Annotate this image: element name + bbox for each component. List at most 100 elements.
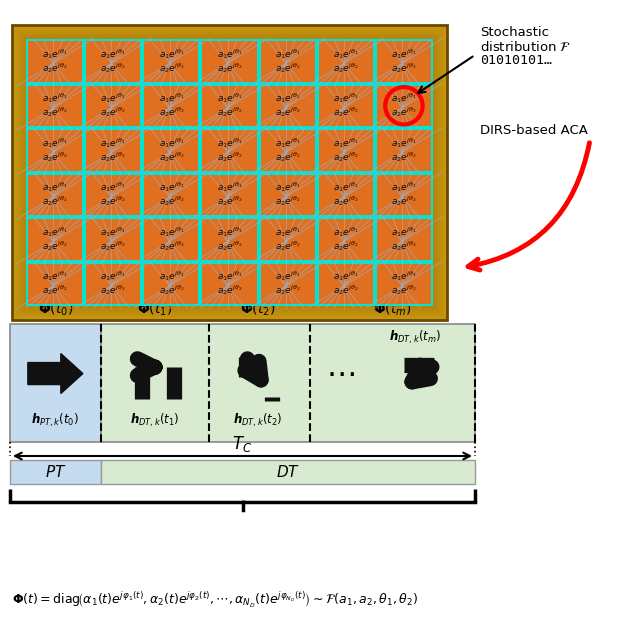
Text: $a_1e^{j\theta_1}$: $a_1e^{j\theta_1}$ [100, 91, 126, 105]
Bar [377, 130, 431, 171]
Bar [377, 219, 431, 260]
Bar [17, 30, 442, 314]
Text: $a_1e^{j\theta_1}$: $a_1e^{j\theta_1}$ [42, 91, 68, 105]
Bar [42, 55, 417, 290]
Text: $a_1e^{j\theta_1}$: $a_1e^{j\theta_1}$ [42, 269, 68, 283]
Bar [144, 175, 198, 215]
Text: $\boldsymbol{\Phi}(t)=\mathrm{diag}\!\left(\alpha_1(t)e^{j\varphi_1(t)},\alpha_2: $\boldsymbol{\Phi}(t)=\mathrm{diag}\!\le… [12, 590, 418, 610]
Text: $T_C$: $T_C$ [232, 434, 253, 454]
Text: $a_2e^{j\theta_2}$: $a_2e^{j\theta_2}$ [217, 284, 243, 297]
Text: $a_1e^{j\theta_1}$: $a_1e^{j\theta_1}$ [159, 91, 184, 105]
Text: $a_1e^{j\theta_1}$: $a_1e^{j\theta_1}$ [217, 47, 243, 60]
Text: $a_1e^{j\theta_1}$: $a_1e^{j\theta_1}$ [275, 47, 301, 60]
Text: $a_2e^{j\theta_2}$: $a_2e^{j\theta_2}$ [391, 105, 417, 119]
Text: $a_1e^{j\theta_1}$: $a_1e^{j\theta_1}$ [333, 135, 358, 150]
Text: $a_1e^{j\theta_1}$: $a_1e^{j\theta_1}$ [159, 269, 184, 283]
Text: $a_2e^{j\theta_2}$: $a_2e^{j\theta_2}$ [100, 239, 126, 253]
Bar [202, 219, 257, 260]
Text: $a_2e^{j\theta_2}$: $a_2e^{j\theta_2}$ [100, 105, 126, 119]
Bar [38, 51, 421, 294]
Bar [260, 130, 315, 171]
Bar [32, 45, 427, 300]
Text: $a_1e^{j\theta_1}$: $a_1e^{j\theta_1}$ [100, 269, 126, 283]
Bar [35, 47, 424, 297]
Bar [22, 35, 436, 309]
Bar [31, 44, 428, 301]
Text: $a_2e^{j\theta_2}$: $a_2e^{j\theta_2}$ [391, 61, 417, 75]
Text: $\boldsymbol{\Phi}(t_1)$: $\boldsymbol{\Phi}(t_1)$ [137, 301, 173, 318]
Bar [22, 35, 437, 310]
Bar [86, 130, 140, 171]
FancyArrow shape [28, 353, 83, 394]
Bar [40, 53, 419, 292]
Text: $a_2e^{j\theta_2}$: $a_2e^{j\theta_2}$ [217, 195, 243, 209]
Bar [37, 50, 422, 295]
Text: $a_1e^{j\theta_1}$: $a_1e^{j\theta_1}$ [217, 269, 243, 283]
Bar [28, 41, 82, 81]
Text: $a_1e^{j\theta_1}$: $a_1e^{j\theta_1}$ [217, 225, 243, 239]
Text: $a_1e^{j\theta_1}$: $a_1e^{j\theta_1}$ [333, 269, 358, 283]
Bar [17, 30, 442, 315]
Text: $a_2e^{j\theta_2}$: $a_2e^{j\theta_2}$ [42, 239, 68, 253]
Bar [39, 52, 420, 293]
Text: $a_1e^{j\theta_1}$: $a_1e^{j\theta_1}$ [42, 180, 68, 194]
Bar [20, 33, 438, 311]
Text: $a_2e^{j\theta_2}$: $a_2e^{j\theta_2}$ [159, 150, 184, 164]
Text: $a_2e^{j\theta_2}$: $a_2e^{j\theta_2}$ [275, 284, 300, 297]
Text: $a_1e^{j\theta_1}$: $a_1e^{j\theta_1}$ [159, 47, 184, 60]
Bar [21, 34, 438, 311]
Bar [16, 29, 443, 316]
Bar [13, 25, 447, 319]
Bar [17, 30, 442, 316]
Bar [26, 38, 433, 307]
Bar [377, 86, 431, 126]
Text: $\boldsymbol{\Phi}(t_0)$: $\boldsymbol{\Phi}(t_0)$ [38, 301, 73, 318]
Bar [28, 263, 82, 304]
Bar [260, 41, 315, 81]
Bar [31, 45, 428, 301]
Text: $a_1e^{j\theta_1}$: $a_1e^{j\theta_1}$ [391, 269, 417, 283]
Bar [19, 32, 440, 313]
Text: $a_1e^{j\theta_1}$: $a_1e^{j\theta_1}$ [391, 91, 417, 105]
Bar [15, 28, 444, 316]
Text: $a_2e^{j\theta_2}$: $a_2e^{j\theta_2}$ [333, 105, 358, 119]
Bar [35, 49, 424, 297]
Text: $PT$: $PT$ [45, 464, 66, 480]
Bar [319, 41, 373, 81]
Text: $a_1e^{j\theta_1}$: $a_1e^{j\theta_1}$ [275, 91, 301, 105]
Text: $a_1e^{j\theta_1}$: $a_1e^{j\theta_1}$ [100, 47, 126, 60]
Bar [144, 263, 198, 304]
Bar [377, 41, 431, 81]
Bar [377, 175, 431, 215]
Bar [23, 36, 436, 309]
Bar [144, 41, 198, 81]
Bar [29, 42, 431, 304]
Bar [29, 42, 430, 303]
Text: $a_2e^{j\theta_2}$: $a_2e^{j\theta_2}$ [275, 195, 300, 209]
Bar [35, 48, 424, 297]
Bar [22, 35, 438, 311]
Text: $a_2e^{j\theta_2}$: $a_2e^{j\theta_2}$ [159, 105, 184, 119]
Text: $a_2e^{j\theta_2}$: $a_2e^{j\theta_2}$ [333, 284, 358, 297]
Bar [40, 52, 419, 292]
Text: $\boldsymbol{h}_{DT,k}(t_m)$: $\boldsymbol{h}_{DT,k}(t_m)$ [389, 329, 441, 346]
Text: $a_1e^{j\theta_1}$: $a_1e^{j\theta_1}$ [159, 180, 184, 194]
Bar [319, 130, 373, 171]
Text: $a_2e^{j\theta_2}$: $a_2e^{j\theta_2}$ [217, 239, 243, 253]
Text: $a_1e^{j\theta_1}$: $a_1e^{j\theta_1}$ [275, 225, 301, 239]
Bar [41, 54, 418, 291]
Bar [260, 263, 315, 304]
Text: $a_1e^{j\theta_1}$: $a_1e^{j\theta_1}$ [42, 225, 68, 239]
Text: $a_2e^{j\theta_2}$: $a_2e^{j\theta_2}$ [42, 61, 68, 75]
Bar [86, 86, 140, 126]
Bar [260, 86, 315, 126]
Bar [34, 47, 425, 298]
Text: $a_2e^{j\theta_2}$: $a_2e^{j\theta_2}$ [159, 239, 184, 253]
Bar [19, 32, 440, 314]
Bar [202, 263, 257, 304]
Bar [202, 130, 257, 171]
Bar [12, 25, 447, 320]
Text: $a_1e^{j\theta_1}$: $a_1e^{j\theta_1}$ [391, 47, 417, 60]
Bar [18, 31, 441, 314]
Bar [24, 37, 435, 309]
